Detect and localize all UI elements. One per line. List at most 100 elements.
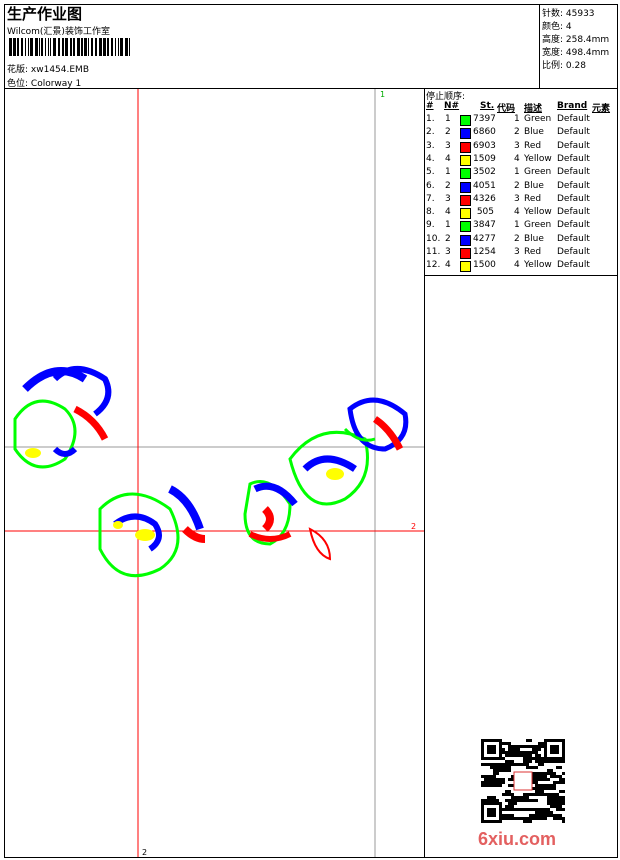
color-swatch (460, 194, 471, 206)
row-stitches: 1509 (473, 153, 496, 164)
color-swatch (460, 221, 471, 233)
design-scale: 比例: 0.28 (542, 61, 586, 71)
color-count: 颜色: 4 (542, 22, 572, 32)
color-swatch (460, 234, 471, 246)
color-swatch (460, 208, 471, 220)
sequence-row: 1. 1 7397 1 Green Default (426, 114, 616, 127)
row-code: 4 (514, 260, 520, 271)
row-stitches: 7397 (473, 114, 496, 124)
color-swatch (460, 181, 471, 193)
sequence-title: 停止顺序: (426, 92, 466, 102)
sequence-row: 9. 1 3847 1 Green Default (426, 220, 616, 233)
row-code: 3 (514, 247, 520, 257)
row-description: Blue (524, 127, 544, 138)
sequence-row: 2. 2 6860 2 Blue Default (426, 127, 616, 140)
row-index: 3. (426, 140, 435, 151)
row-index: 11. (426, 247, 441, 257)
row-brand: Default (557, 193, 590, 204)
row-code: 4 (514, 207, 520, 218)
design-preview: 1 2 2 (5, 89, 424, 857)
row-brand: Default (557, 220, 590, 231)
row-description: Red (524, 247, 542, 257)
row-description: Red (524, 193, 542, 204)
sequence-row: 3. 3 6903 3 Red Default (426, 141, 616, 154)
row-stitches: 1500 (473, 260, 496, 271)
marker-top: 1 (380, 90, 385, 99)
row-stitches: 505 (476, 207, 494, 218)
row-code: 2 (514, 127, 520, 138)
row-code: 4 (514, 153, 520, 164)
col-stitches: St. (480, 101, 495, 111)
marker-bottom: 2 (142, 848, 147, 857)
row-description: Red (524, 140, 542, 151)
row-stitches: 4326 (473, 193, 496, 204)
row-index: 6. (426, 180, 435, 191)
row-code: 1 (514, 167, 520, 178)
row-stitches: 1254 (473, 247, 496, 257)
col-element: 元素 (592, 104, 611, 114)
design-file-value: xw1454.EMB (30, 65, 89, 75)
color-swatch (460, 141, 471, 153)
page-title: 生产作业图 (7, 5, 83, 23)
row-code: 2 (514, 233, 520, 244)
col-index: # (426, 101, 434, 111)
sequence-row: 5. 1 3502 1 Green Default (426, 167, 616, 180)
color-swatch (460, 154, 471, 166)
row-brand: Default (557, 114, 590, 124)
row-brand: Default (557, 140, 590, 151)
row-description: Green (524, 114, 552, 124)
row-stitches: 6903 (473, 140, 496, 151)
row-stitches: 4051 (473, 180, 496, 191)
row-needle: 2 (445, 180, 451, 191)
row-needle: 1 (445, 114, 451, 124)
color-swatch (460, 168, 471, 180)
row-code: 3 (514, 140, 520, 151)
design-height: 高度: 258.4mm (542, 35, 610, 45)
row-index: 8. (426, 207, 435, 218)
row-needle: 4 (445, 207, 451, 218)
row-brand: Default (557, 207, 590, 218)
company-name: Wilcom(汇景)装饰工作室 (7, 27, 110, 37)
row-brand: Default (557, 247, 590, 257)
row-needle: 1 (445, 220, 451, 231)
row-description: Yellow (524, 207, 552, 218)
row-index: 4. (426, 153, 435, 164)
color-swatch (460, 115, 471, 126)
color-swatch (460, 261, 471, 273)
row-stitches: 3502 (473, 167, 496, 178)
col-needle: N# (444, 101, 460, 111)
rose-center-right (243, 397, 409, 561)
row-code: 1 (514, 220, 520, 231)
sequence-row: 11. 3 1254 3 Red Default (426, 247, 616, 260)
row-brand: Default (557, 127, 590, 138)
row-needle: 4 (445, 153, 451, 164)
col-brand: Brand (557, 101, 588, 111)
row-index: 12. (426, 260, 441, 271)
qr-logo (513, 771, 533, 791)
row-brand: Default (557, 153, 590, 164)
sequence-row: 7. 3 4326 3 Red Default (426, 194, 616, 207)
sequence-row: 12. 4 1500 4 Yellow Default (426, 260, 616, 273)
row-needle: 2 (445, 233, 451, 244)
row-needle: 4 (445, 260, 451, 271)
rose-left-top (13, 366, 112, 469)
row-stitches: 6860 (473, 127, 496, 138)
row-code: 3 (514, 193, 520, 204)
row-brand: Default (557, 233, 590, 244)
sequence-row: 4. 4 1509 4 Yellow Default (426, 154, 616, 167)
row-needle: 3 (445, 193, 451, 204)
rose-center-left (98, 485, 206, 578)
row-stitches: 4277 (473, 233, 496, 244)
row-needle: 3 (445, 247, 451, 257)
barcode (9, 38, 130, 56)
row-description: Blue (524, 180, 544, 191)
row-brand: Default (557, 180, 590, 191)
design-label: 花版: (7, 65, 29, 75)
colorway-label: 色位: (7, 79, 29, 89)
row-brand: Default (557, 260, 590, 271)
col-code: 代码 (497, 104, 516, 114)
row-description: Yellow (524, 153, 552, 164)
marker-right: 2 (411, 522, 416, 531)
row-stitches: 3847 (473, 220, 496, 231)
row-description: Yellow (524, 260, 552, 271)
